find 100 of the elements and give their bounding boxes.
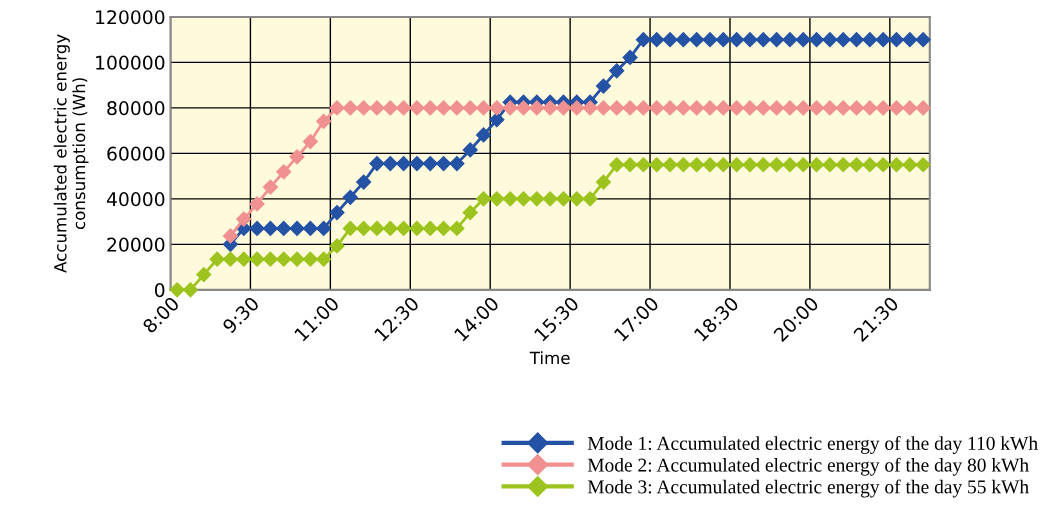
y-tick-label: 0 bbox=[154, 283, 165, 298]
y-tick-label: 20000 bbox=[107, 237, 165, 252]
point bbox=[356, 220, 372, 237]
point bbox=[356, 174, 372, 190]
point bbox=[489, 191, 505, 207]
point bbox=[276, 251, 292, 267]
point bbox=[276, 164, 292, 180]
point bbox=[342, 189, 358, 205]
point bbox=[462, 142, 478, 158]
point bbox=[782, 100, 798, 116]
point bbox=[729, 32, 745, 48]
point bbox=[809, 157, 825, 173]
point bbox=[769, 32, 785, 48]
point bbox=[409, 100, 425, 116]
point bbox=[809, 100, 825, 116]
point bbox=[169, 282, 185, 298]
point bbox=[822, 157, 838, 173]
point bbox=[422, 220, 438, 237]
point bbox=[675, 100, 691, 116]
point bbox=[302, 220, 318, 237]
point bbox=[595, 100, 612, 116]
point bbox=[249, 196, 265, 212]
point bbox=[675, 157, 691, 173]
y-axis-title: Accumulated electric energy consumption (Wh) bbox=[53, 34, 89, 273]
point bbox=[489, 100, 505, 116]
point bbox=[316, 220, 332, 237]
point bbox=[729, 100, 745, 116]
point bbox=[555, 191, 572, 207]
y-tick-label: 60000 bbox=[107, 146, 165, 161]
point bbox=[715, 32, 731, 48]
point bbox=[369, 220, 385, 237]
y-tick-label: 100000 bbox=[96, 55, 165, 70]
point bbox=[356, 100, 372, 116]
point bbox=[249, 220, 265, 237]
point bbox=[422, 100, 438, 116]
point bbox=[382, 100, 398, 116]
legend-label: Mode 3: Accumulated electric energy of the day 55 kWh bbox=[587, 479, 1029, 498]
point bbox=[782, 32, 798, 48]
point bbox=[449, 100, 465, 116]
point bbox=[835, 100, 851, 116]
point bbox=[675, 32, 691, 48]
point bbox=[835, 157, 851, 173]
point bbox=[609, 100, 625, 116]
point bbox=[795, 157, 811, 173]
point bbox=[609, 157, 625, 173]
point bbox=[236, 251, 252, 267]
point bbox=[635, 157, 651, 173]
point bbox=[329, 100, 345, 116]
point bbox=[862, 32, 878, 48]
point bbox=[209, 251, 225, 267]
y-tick-label: 80000 bbox=[107, 101, 165, 116]
point bbox=[396, 156, 412, 172]
point bbox=[755, 100, 771, 116]
point bbox=[369, 100, 385, 116]
point bbox=[276, 220, 292, 237]
point bbox=[382, 220, 398, 237]
point bbox=[529, 191, 545, 207]
point bbox=[396, 100, 412, 116]
point bbox=[875, 157, 891, 173]
point bbox=[902, 32, 918, 48]
point bbox=[422, 156, 438, 172]
point bbox=[875, 32, 891, 48]
point bbox=[262, 179, 278, 195]
point bbox=[595, 78, 612, 94]
point bbox=[329, 204, 345, 221]
point bbox=[502, 100, 518, 116]
point bbox=[635, 32, 651, 48]
point bbox=[555, 100, 572, 116]
point bbox=[755, 157, 771, 173]
point bbox=[649, 100, 665, 116]
point bbox=[689, 157, 705, 173]
point bbox=[662, 100, 678, 116]
point bbox=[902, 157, 918, 173]
point bbox=[196, 267, 212, 283]
point bbox=[475, 127, 492, 143]
point bbox=[742, 32, 758, 48]
point bbox=[462, 100, 478, 116]
point bbox=[369, 156, 385, 172]
point bbox=[569, 100, 585, 116]
point bbox=[888, 32, 905, 48]
point bbox=[795, 32, 811, 48]
point bbox=[436, 100, 452, 116]
point bbox=[462, 204, 478, 221]
point bbox=[742, 157, 758, 173]
point bbox=[782, 157, 798, 173]
point bbox=[382, 156, 398, 172]
point bbox=[302, 251, 318, 267]
point bbox=[262, 220, 278, 237]
point bbox=[862, 100, 878, 116]
point bbox=[622, 157, 638, 173]
point bbox=[436, 220, 452, 237]
point bbox=[769, 100, 785, 116]
point bbox=[289, 149, 305, 165]
point bbox=[822, 100, 838, 116]
point bbox=[689, 100, 705, 116]
point bbox=[915, 157, 931, 173]
point bbox=[755, 32, 771, 48]
point bbox=[835, 32, 851, 48]
point bbox=[342, 100, 358, 116]
point bbox=[848, 100, 865, 116]
